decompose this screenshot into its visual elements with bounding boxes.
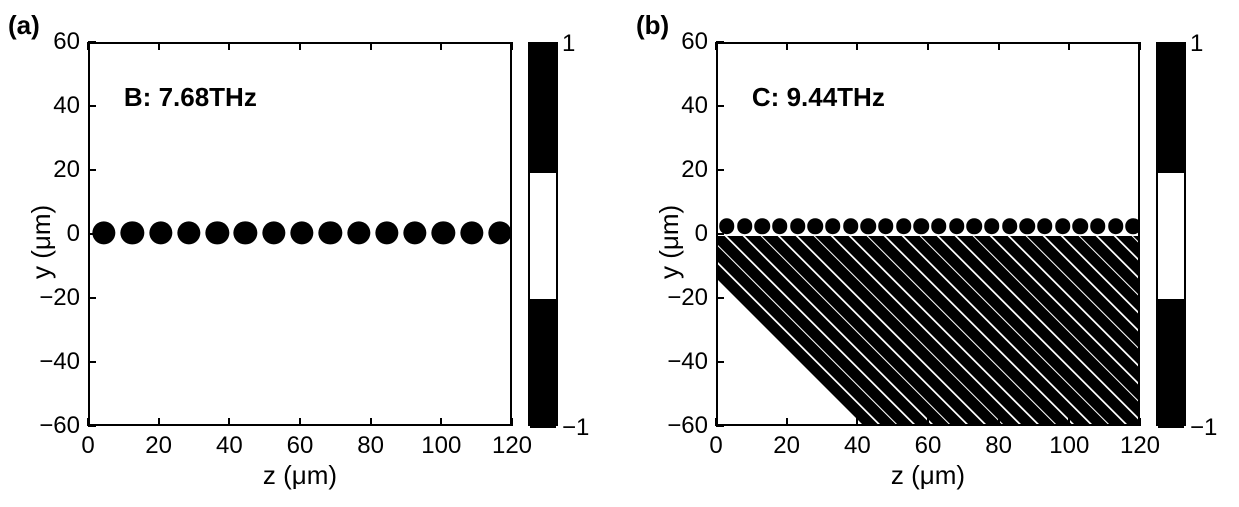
x-tick-label: 40 <box>216 432 243 460</box>
x-axis-label-b: z (μm) <box>891 460 965 491</box>
colorbar-segment <box>1158 173 1184 300</box>
data-dot <box>234 221 257 244</box>
data-dot <box>403 221 426 244</box>
y-tick-label: 40 <box>20 92 80 120</box>
x-tick-label: 120 <box>492 432 532 460</box>
data-dot <box>754 219 770 235</box>
colorbar-tick-label: −1 <box>562 414 589 442</box>
x-tick-label: 20 <box>773 432 800 460</box>
data-dot <box>984 219 1000 235</box>
data-dot <box>347 221 370 244</box>
data-dot <box>860 219 876 235</box>
x-tick-label: 120 <box>1120 432 1160 460</box>
data-dot <box>121 221 144 244</box>
y-tick-label: −60 <box>648 412 708 440</box>
colorbar-segment <box>530 44 556 173</box>
x-tick-label: 0 <box>81 432 94 460</box>
x-tick-label: 100 <box>1049 432 1089 460</box>
data-dot <box>1108 219 1124 235</box>
data-dot <box>206 221 229 244</box>
data-dot <box>1055 219 1071 235</box>
colorbar-tick-label: 1 <box>1190 30 1203 58</box>
y-axis-label-a: y (μm) <box>26 205 57 279</box>
data-dot <box>878 219 894 235</box>
y-tick-label: 40 <box>648 92 708 120</box>
colorbar-a: 1−1 <box>528 42 558 426</box>
data-dot <box>719 219 735 235</box>
x-tick-label: 100 <box>421 432 461 460</box>
data-dot <box>896 219 912 235</box>
data-dot <box>966 219 982 235</box>
data-dot <box>825 219 841 235</box>
x-tick-label: 40 <box>844 432 871 460</box>
data-dot <box>1019 219 1035 235</box>
data-dot <box>1072 219 1088 235</box>
panel-label-b: (b) <box>636 10 669 41</box>
data-dot <box>92 221 115 244</box>
figure-root: (a)B: 7.68THz020406080100120−60−40−20020… <box>0 0 1239 507</box>
data-dot <box>460 221 483 244</box>
y-tick-label: −40 <box>20 348 80 376</box>
plot-area-b: C: 9.44THz <box>716 42 1140 426</box>
colorbar-segment <box>1158 44 1184 173</box>
panel-label-a: (a) <box>8 10 40 41</box>
colorbar-segment <box>530 299 556 428</box>
y-tick-label: −60 <box>20 412 80 440</box>
x-tick-label: 80 <box>985 432 1012 460</box>
data-dot <box>931 219 947 235</box>
data-dot <box>1090 219 1106 235</box>
x-axis-label-a: z (μm) <box>263 460 337 491</box>
x-tick-label: 0 <box>709 432 722 460</box>
data-dot <box>737 219 753 235</box>
y-tick-label: 20 <box>20 156 80 184</box>
data-dot <box>149 221 172 244</box>
colorbar-segment <box>1158 299 1184 428</box>
data-dot <box>949 219 965 235</box>
data-dot <box>290 221 313 244</box>
y-tick-label: −40 <box>648 348 708 376</box>
colorbar-segment <box>530 173 556 300</box>
y-tick-label: −20 <box>648 284 708 312</box>
data-dot <box>177 221 200 244</box>
colorbar-tick-label: −1 <box>1190 414 1217 442</box>
x-tick-label: 80 <box>357 432 384 460</box>
y-tick-label: 20 <box>648 156 708 184</box>
data-dot <box>319 221 342 244</box>
colorbar-b: 1−1 <box>1156 42 1186 426</box>
data-dot <box>913 219 929 235</box>
plot-area-a: B: 7.68THz <box>88 42 512 426</box>
x-tick-label: 20 <box>145 432 172 460</box>
data-dot <box>772 219 788 235</box>
data-dot <box>843 219 859 235</box>
stripe-region-b <box>718 236 1140 426</box>
y-tick-label: −20 <box>20 284 80 312</box>
data-dot <box>807 219 823 235</box>
data-dot <box>375 221 398 244</box>
x-tick-label: 60 <box>287 432 314 460</box>
data-dot <box>262 221 285 244</box>
data-dot <box>432 221 455 244</box>
plot-annotation-b: C: 9.44THz <box>752 82 885 113</box>
plot-annotation-a: B: 7.68THz <box>124 82 257 113</box>
data-dot <box>790 219 806 235</box>
y-axis-label-b: y (μm) <box>654 205 685 279</box>
x-tick-label: 60 <box>915 432 942 460</box>
colorbar-tick-label: 1 <box>562 30 575 58</box>
data-dot <box>1002 219 1018 235</box>
data-dot <box>1037 219 1053 235</box>
data-dot <box>1125 219 1140 235</box>
data-dot <box>488 221 511 244</box>
